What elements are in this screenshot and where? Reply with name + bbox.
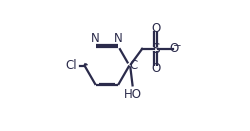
Text: HO: HO xyxy=(123,88,141,101)
Text: O: O xyxy=(169,42,178,55)
Text: Cl: Cl xyxy=(65,59,76,72)
Text: C: C xyxy=(129,59,137,72)
Text: −: − xyxy=(172,41,181,51)
Text: O: O xyxy=(150,22,160,36)
Text: N: N xyxy=(113,32,122,45)
Text: N: N xyxy=(91,32,100,45)
Text: O: O xyxy=(150,62,160,75)
Text: S: S xyxy=(151,42,159,56)
